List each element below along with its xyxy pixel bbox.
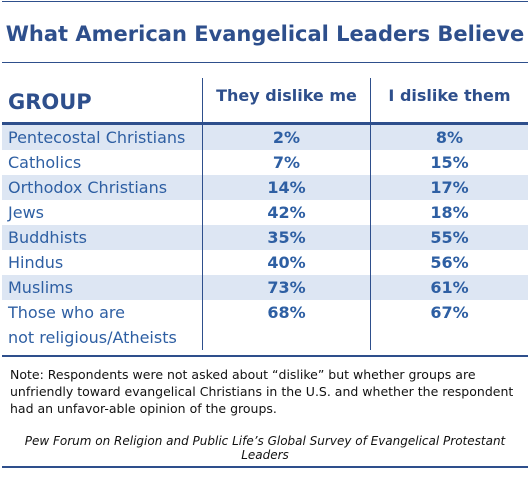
table-row: Catholics 7% 15% [2, 150, 528, 175]
source: Pew Forum on Religion and Public Life’s … [24, 434, 506, 462]
group-cell: Pentecostal Christians [8, 128, 186, 147]
header-row: GROUP They dislike me I dislike them [2, 78, 528, 130]
header-cell: GROUP [8, 90, 92, 114]
table-row: Buddhists 35% 55% [2, 225, 528, 250]
bottom-rule [2, 466, 528, 468]
value-cell: 55% [430, 228, 469, 247]
value-cell: 15% [430, 153, 469, 172]
title-rule [2, 62, 528, 63]
value-cell: 40% [202, 250, 371, 275]
title: What American Evangelical Leaders Believ… [5, 22, 525, 46]
value-cell: 18% [430, 203, 469, 222]
table-row: Jews 42% 18% [2, 200, 528, 225]
group-cell: Catholics [8, 153, 82, 172]
header-cell: They dislike me [202, 78, 371, 130]
value-cell: 68% [202, 300, 371, 350]
value-cell: 35% [202, 225, 371, 250]
value-cell: 73% [202, 275, 371, 300]
table-row: Pentecostal Christians 2% 8% [2, 125, 528, 150]
table-row: Muslims 73% 61% [2, 275, 528, 300]
value-cell: 56% [430, 253, 469, 272]
value-cell: 67% [430, 303, 469, 322]
table-row: Those who are not religious/Atheists 68% 6… [2, 300, 528, 350]
value-cell: 61% [430, 278, 469, 297]
table-row: Orthodox Christians 14% 17% [2, 175, 528, 200]
header-cell: I dislike them [388, 86, 511, 105]
table-rule [2, 355, 528, 357]
top-rule [2, 1, 528, 2]
value-cell: 17% [430, 178, 469, 197]
group-cell: Jews [8, 203, 44, 222]
table: GROUP They dislike me I dislike them Pentec… [2, 78, 528, 350]
value-cell: 42% [202, 200, 371, 225]
value-cell: 8% [435, 128, 464, 147]
group-cell: Those who are not religious/Atheists [8, 303, 177, 347]
group-cell: Buddhists [8, 228, 87, 247]
value-cell: 7% [202, 150, 371, 175]
note: Note: Respondents were not asked about “… [10, 367, 514, 416]
group-cell: Orthodox Christians [8, 178, 168, 197]
group-cell: Muslims [8, 278, 74, 297]
value-cell: 2% [202, 125, 371, 150]
value-cell: 14% [202, 175, 371, 200]
group-cell: Hindus [8, 253, 64, 272]
table-row: Hindus 40% 56% [2, 250, 528, 275]
